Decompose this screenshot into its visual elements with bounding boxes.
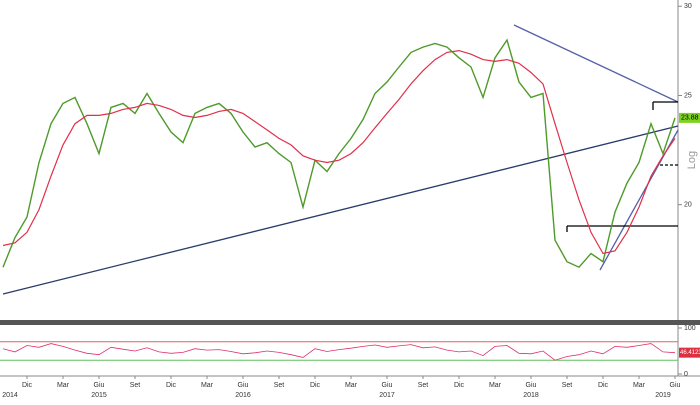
x-tick-label: Dic [598, 382, 609, 389]
year-label: 2017 [379, 392, 395, 399]
x-tick-label: Set [418, 382, 429, 389]
x-tick-label: Giu [382, 382, 393, 389]
x-tick-label: Dic [166, 382, 177, 389]
price-line [2, 38, 676, 269]
last-rsi-box [679, 347, 700, 358]
y-tick-label: 100 [684, 325, 696, 332]
x-tick-label: Mar [633, 382, 646, 389]
x-tick-label: Mar [57, 382, 70, 389]
year-label: 2015 [91, 392, 107, 399]
x-tick-label: Dic [454, 382, 465, 389]
x-tick-label: Giu [670, 382, 681, 389]
y-tick-label: 25 [684, 92, 692, 99]
trendlines [2, 24, 679, 295]
x-tick-label: Mar [201, 382, 214, 389]
year-label: 2019 [655, 392, 671, 399]
x-tick-label: Dic [22, 382, 33, 389]
last-price-box [679, 112, 700, 123]
last-price-label: 23.88 [681, 115, 699, 122]
x-tick-label: Set [130, 382, 141, 389]
panel-divider [0, 320, 700, 325]
x-tick-label: Giu [94, 382, 105, 389]
trendline [2, 125, 679, 295]
y-tick-label: 0 [684, 371, 688, 378]
year-label: 2018 [523, 392, 539, 399]
rsi-line [2, 343, 676, 361]
x-tick-label: Set [562, 382, 573, 389]
year-label: 2014 [2, 392, 18, 399]
last-rsi-label: 46.4123 [680, 350, 700, 356]
y-tick-label: 20 [684, 201, 692, 208]
scale-label: Log [686, 151, 698, 169]
moving-average [2, 49, 676, 255]
x-tick-label: Giu [238, 382, 249, 389]
x-tick-label: Set [274, 382, 285, 389]
y-tick-label: 30 [684, 3, 692, 10]
x-tick-label: Giu [526, 382, 537, 389]
x-tick-label: Mar [489, 382, 502, 389]
x-tick-label: Mar [345, 382, 358, 389]
x-tick-label: Dic [310, 382, 321, 389]
year-label: 2016 [235, 392, 251, 399]
trendline [513, 24, 679, 103]
